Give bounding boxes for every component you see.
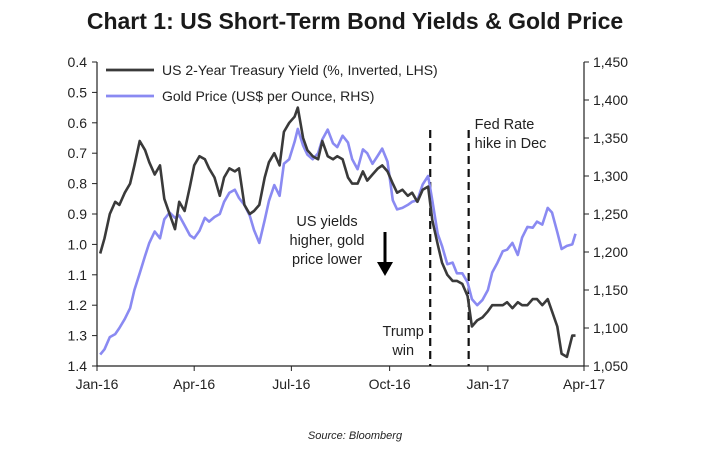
- left-tick-label: 0.4: [68, 54, 88, 70]
- right-tick-label: 1,050: [593, 358, 628, 374]
- annotation-arrow-head: [377, 262, 393, 276]
- right-tick-label: 1,150: [593, 282, 628, 298]
- left-tick-label: 1.4: [68, 358, 88, 374]
- x-tick-label: Apr-16: [173, 376, 215, 392]
- right-tick-label: 1,250: [593, 206, 628, 222]
- annotation-text: higher, gold: [290, 233, 365, 249]
- left-tick-label: 0.9: [68, 206, 88, 222]
- event-label: Fed Rate: [475, 117, 535, 133]
- left-tick-label: 0.8: [68, 176, 88, 192]
- left-tick-label: 0.5: [68, 84, 88, 100]
- event-label: win: [391, 343, 414, 359]
- chart-title: Chart 1: US Short-Term Bond Yields & Gol…: [86, 8, 624, 34]
- source-note: Source: Bloomberg: [307, 430, 403, 442]
- left-tick-label: 1.0: [68, 236, 88, 252]
- left-tick-label: 0.7: [68, 145, 88, 161]
- x-tick-label: Jan-16: [76, 376, 119, 392]
- right-tick-label: 1,400: [593, 92, 628, 108]
- left-tick-label: 0.6: [68, 115, 88, 131]
- right-tick-label: 1,100: [593, 320, 628, 336]
- right-tick-label: 1,200: [593, 244, 628, 260]
- left-tick-label: 1.3: [68, 328, 88, 344]
- legend: US 2-Year Treasury Yield (%, Inverted, L…: [106, 62, 438, 104]
- annotation-layer: US yields higher, gold price lower: [290, 214, 393, 276]
- x-tick-label: Apr-17: [563, 376, 605, 392]
- legend-label: US 2-Year Treasury Yield (%, Inverted, L…: [162, 62, 438, 78]
- annotation-text: US yields: [296, 214, 357, 230]
- series-line-treasury-yield: [98, 106, 576, 359]
- event-label: Trump: [383, 324, 424, 340]
- series-line-gold-price: [99, 127, 577, 356]
- x-tick-label: Oct-16: [369, 376, 411, 392]
- left-tick-label: 1.1: [68, 267, 88, 283]
- left-tick-label: 1.2: [68, 297, 88, 313]
- legend-label: Gold Price (US$ per Ounce, RHS): [162, 88, 374, 104]
- event-lines-layer: Trump win Fed Rate hike in Dec: [383, 117, 547, 366]
- right-tick-label: 1,350: [593, 130, 628, 146]
- event-label: hike in Dec: [475, 136, 547, 152]
- right-tick-label: 1,300: [593, 168, 628, 184]
- x-tick-label: Jul-16: [272, 376, 310, 392]
- annotation-text: price lower: [292, 252, 362, 268]
- series-layer: [98, 106, 577, 359]
- axes-layer: 0.4 0.5 0.6 0.7 0.8 0.9 1.0 1.1 1.2 1.3 1.4 1,050 1,…: [68, 54, 629, 392]
- right-tick-label: 1,450: [593, 54, 628, 70]
- x-tick-label: Jan-17: [466, 376, 509, 392]
